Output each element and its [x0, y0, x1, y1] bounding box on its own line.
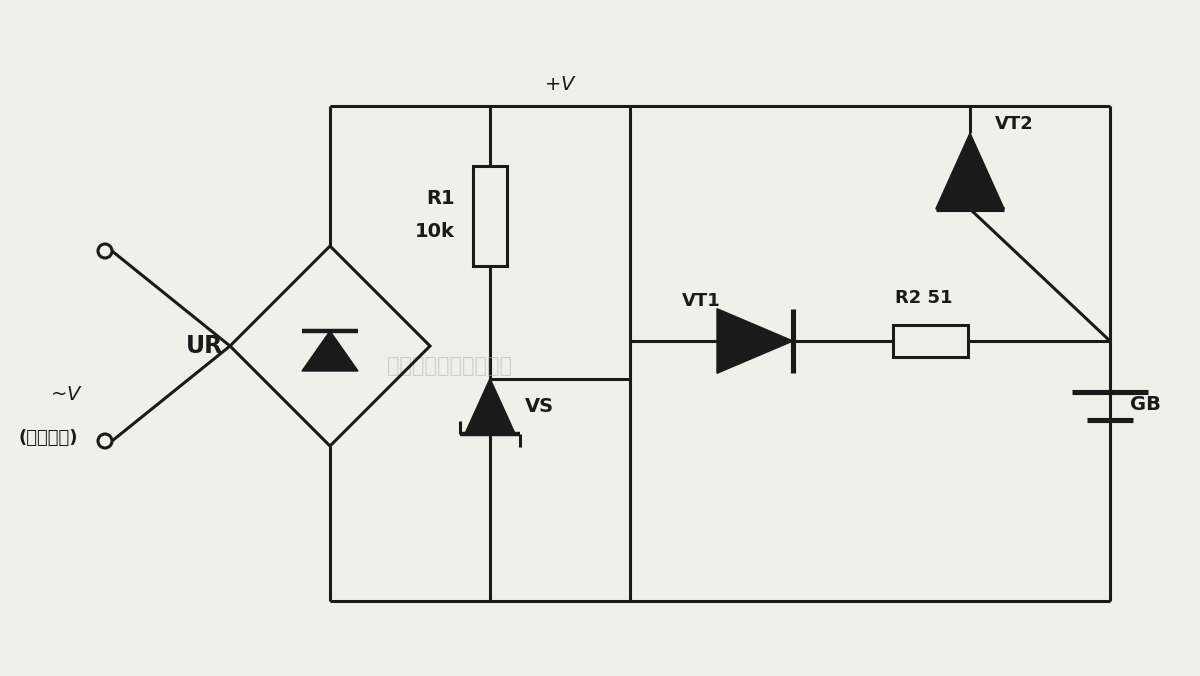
Text: ~$V$: ~$V$ — [50, 385, 83, 404]
Text: R1: R1 — [426, 189, 455, 208]
Text: 10k: 10k — [415, 222, 455, 241]
Polygon shape — [936, 133, 1004, 209]
Text: GB: GB — [1130, 395, 1160, 414]
Text: VT1: VT1 — [682, 292, 721, 310]
Polygon shape — [718, 309, 793, 373]
Text: VT2: VT2 — [995, 115, 1033, 133]
Bar — [473, 166, 508, 266]
Text: +$V$: +$V$ — [544, 75, 576, 94]
Bar — [893, 325, 967, 357]
Text: R2 51: R2 51 — [895, 289, 953, 307]
Text: (接发电机): (接发电机) — [18, 429, 78, 447]
Text: 杭州将睿科技有限公司: 杭州将睿科技有限公司 — [388, 356, 512, 376]
Polygon shape — [302, 331, 358, 371]
Polygon shape — [466, 379, 515, 433]
Text: VS: VS — [526, 397, 554, 416]
Text: UR: UR — [186, 334, 223, 358]
